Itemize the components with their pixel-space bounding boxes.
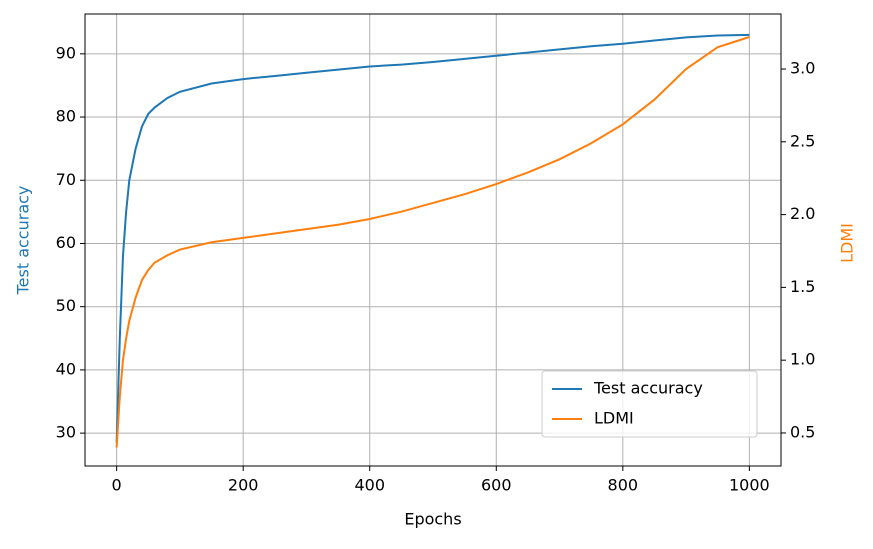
y-tick-label: 60 <box>56 233 76 252</box>
y2-tick-label: 1.0 <box>790 350 815 369</box>
plot-frame <box>84 13 782 467</box>
y-axis-label: Test accuracy <box>14 186 33 296</box>
y-tick-label: 90 <box>56 43 76 62</box>
series-line <box>115 36 750 448</box>
x-tick-label: 800 <box>608 476 639 495</box>
x-tick-label: 200 <box>228 476 259 495</box>
y-tick-label: 70 <box>56 170 76 189</box>
legend-label: Test accuracy <box>593 379 703 398</box>
legend-label: LDMI <box>594 409 634 428</box>
y-tick-label: 80 <box>56 107 76 126</box>
legend-box <box>541 370 758 438</box>
y2-axis-label: LDMI <box>838 223 857 263</box>
x-tick-label: 1000 <box>729 476 770 495</box>
y2-tick-label: 2.5 <box>790 131 815 150</box>
y-tick-label: 50 <box>56 296 76 315</box>
x-tick-label: 600 <box>481 476 512 495</box>
y2-tick-label: 2.0 <box>790 204 815 223</box>
y2-tick-label: 0.5 <box>790 422 815 441</box>
series-line <box>115 33 750 443</box>
x-axis-label: Epochs <box>404 510 461 529</box>
y2-tick-label: 1.5 <box>790 277 815 296</box>
x-tick-label: 400 <box>354 476 385 495</box>
y2-tick-label: 3.0 <box>790 59 815 78</box>
y-tick-label: 40 <box>56 359 76 378</box>
y-tick-label: 30 <box>56 423 76 442</box>
x-tick-label: 0 <box>112 476 122 495</box>
